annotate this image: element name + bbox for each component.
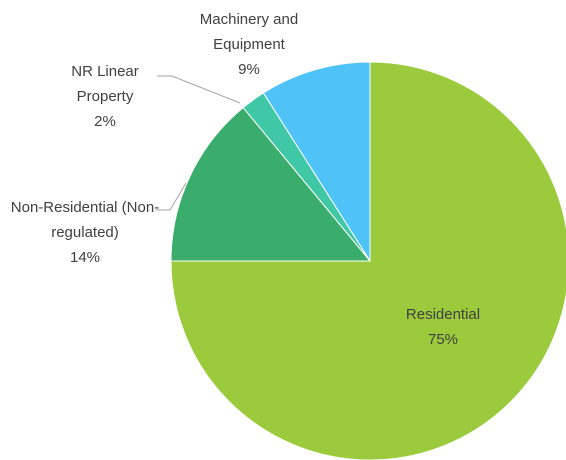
value-label: 9% [238,61,260,78]
pie-slice [170,61,566,460]
slice-label: Machinery and Equipment 9% [184,7,314,82]
slice-label: NR Linear Property 2% [60,59,150,134]
leader-line [157,75,241,104]
slice-label: Residential 75% [388,302,498,352]
value-label: 2% [94,113,116,130]
pie-slice [170,106,372,262]
category-label: Non-Residential (Non-regulated) [10,199,160,241]
category-label: Machinery and Equipment [199,11,299,53]
leader-line [156,182,187,211]
pie-slice [262,61,371,263]
value-label: 14% [69,249,101,266]
slice-label: Non-Residential (Non-regulated) 14% [10,195,160,270]
value-label: 75% [427,331,459,348]
category-label: NR Linear Property [71,63,139,105]
category-label: Residential [405,306,481,323]
